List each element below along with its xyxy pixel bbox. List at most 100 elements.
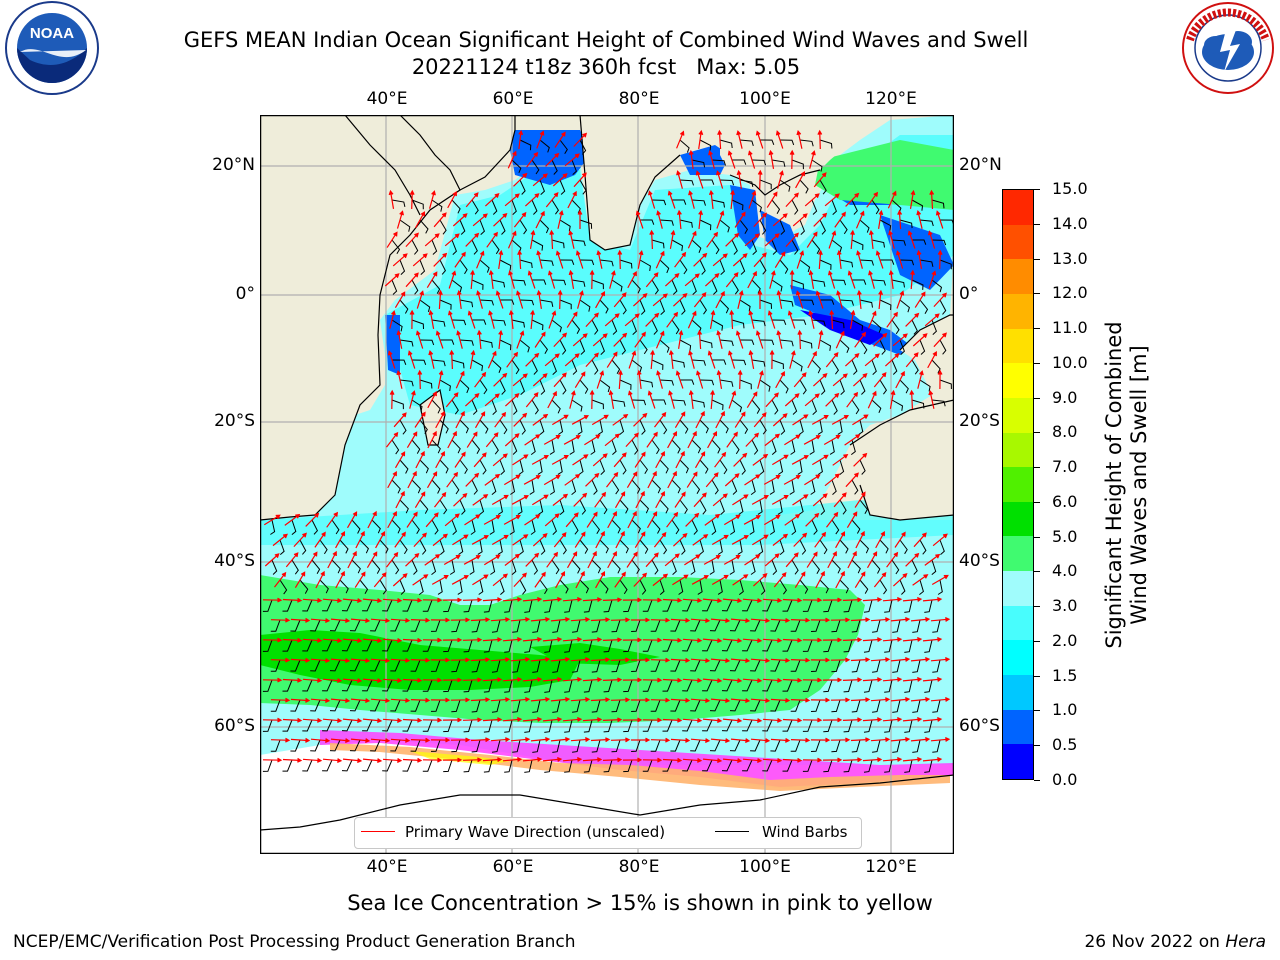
wave-arrow bbox=[426, 271, 438, 289]
wave-arrow bbox=[736, 169, 742, 189]
wave-arrow bbox=[712, 253, 728, 267]
wave-arrow bbox=[604, 433, 620, 447]
wind-barb bbox=[411, 559, 418, 575]
wind-barb bbox=[631, 559, 640, 575]
wind-barb bbox=[551, 359, 557, 375]
wind-barb bbox=[579, 179, 587, 195]
wave-arrow bbox=[864, 353, 880, 367]
wind-barb bbox=[564, 639, 573, 653]
wind-barb bbox=[631, 739, 641, 752]
wave-arrow bbox=[737, 369, 743, 390]
wave-arrow bbox=[595, 290, 606, 309]
wave-arrow bbox=[667, 430, 678, 449]
wind-barb bbox=[471, 199, 479, 215]
wind-barb bbox=[671, 439, 681, 454]
wave-arrow bbox=[463, 555, 482, 565]
wave-arrow bbox=[446, 471, 459, 488]
wave-arrow bbox=[392, 573, 408, 587]
wind-barb bbox=[491, 359, 502, 373]
wind-barb bbox=[599, 499, 608, 515]
wave-arrow bbox=[510, 737, 531, 742]
wave-arrow bbox=[793, 532, 808, 547]
wave-arrow bbox=[668, 349, 674, 369]
wind-barb bbox=[499, 259, 512, 271]
wind-barb bbox=[564, 599, 573, 613]
wind-barb bbox=[679, 259, 688, 275]
wind-barb bbox=[511, 439, 518, 455]
wind-barb bbox=[459, 459, 468, 475]
wave-arrow bbox=[631, 697, 651, 703]
wind-barb bbox=[291, 559, 299, 575]
wind-barb bbox=[823, 679, 833, 693]
wind-barb bbox=[719, 299, 729, 314]
wave-arrow bbox=[513, 211, 527, 228]
wind-barb bbox=[499, 579, 505, 595]
wind-barb bbox=[739, 139, 754, 147]
wind-barb bbox=[797, 459, 803, 475]
colorbar-tick-label: 3.0 bbox=[1052, 596, 1078, 616]
wind-barb bbox=[282, 719, 293, 732]
wave-arrow bbox=[734, 211, 746, 228]
wave-arrow bbox=[928, 270, 937, 289]
wind-barb bbox=[690, 559, 696, 575]
wind-barb bbox=[858, 419, 864, 435]
wind-barb bbox=[859, 579, 869, 594]
wave-arrow bbox=[274, 571, 287, 588]
wave-arrow bbox=[810, 617, 831, 623]
wind-barb bbox=[483, 599, 493, 613]
wave-arrow bbox=[412, 253, 428, 267]
wave-arrow bbox=[842, 677, 863, 683]
wave-arrow bbox=[387, 470, 397, 489]
wave-arrow bbox=[470, 697, 491, 703]
wave-arrow bbox=[392, 253, 408, 267]
wind-barb bbox=[611, 359, 621, 374]
wave-arrow bbox=[396, 369, 403, 389]
wave-arrow bbox=[862, 757, 883, 763]
wave-arrow bbox=[462, 597, 483, 603]
wind-barb bbox=[329, 619, 341, 632]
wave-arrow bbox=[564, 473, 581, 486]
wave-arrow bbox=[902, 676, 923, 682]
wave-arrow bbox=[773, 572, 787, 588]
wind-barb bbox=[319, 539, 328, 555]
wind-barb bbox=[559, 539, 567, 555]
wave-arrow bbox=[750, 738, 771, 743]
wind-barb bbox=[721, 639, 733, 652]
wave-arrow bbox=[914, 291, 926, 308]
wave-arrow bbox=[866, 191, 879, 208]
wave-arrow bbox=[787, 310, 796, 329]
wave-arrow bbox=[290, 617, 311, 623]
wave-arrow bbox=[507, 150, 517, 169]
wave-arrow bbox=[350, 698, 371, 704]
wind-barb bbox=[519, 579, 527, 595]
wind-barb bbox=[799, 259, 811, 273]
wind-barb bbox=[382, 679, 393, 692]
wave-arrow bbox=[473, 452, 487, 468]
wind-barb bbox=[497, 499, 503, 515]
wave-arrow bbox=[555, 570, 566, 589]
wind-barb bbox=[682, 599, 693, 612]
wind-barb bbox=[611, 319, 618, 335]
wave-arrow bbox=[850, 617, 871, 623]
wave-arrow bbox=[653, 531, 667, 548]
wave-arrow bbox=[897, 209, 903, 230]
wind-barb bbox=[559, 299, 572, 310]
wind-barb bbox=[571, 359, 578, 375]
wave-arrow bbox=[607, 550, 617, 569]
wind-barb bbox=[731, 439, 740, 455]
wave-arrow bbox=[751, 494, 770, 505]
wind-barb bbox=[430, 619, 441, 632]
wave-arrow bbox=[726, 431, 738, 448]
wind-barb bbox=[439, 539, 445, 555]
wave-arrow bbox=[402, 637, 423, 643]
wave-arrow bbox=[484, 193, 500, 207]
wind-barb bbox=[759, 219, 767, 235]
wave-arrow bbox=[770, 737, 791, 743]
colorbar-tick-label: 0.0 bbox=[1052, 770, 1078, 789]
wave-arrow bbox=[422, 717, 443, 723]
wave-arrow bbox=[484, 473, 501, 486]
wind-barb bbox=[411, 519, 420, 535]
wind-barb bbox=[871, 399, 882, 413]
wind-barb bbox=[919, 379, 931, 392]
wave-arrow bbox=[928, 230, 936, 249]
